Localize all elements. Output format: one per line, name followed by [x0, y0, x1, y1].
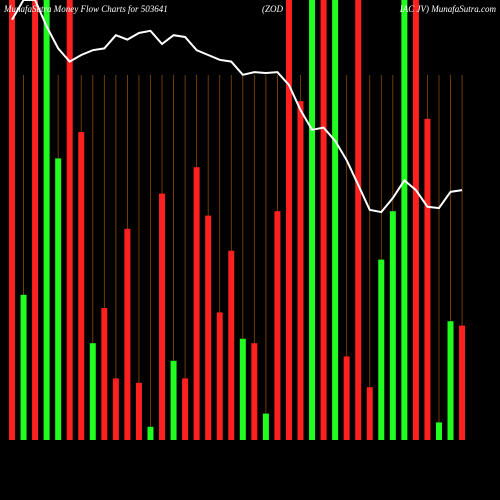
bar: [147, 426, 154, 440]
bar: [89, 343, 96, 440]
bar: [228, 250, 235, 440]
bar: [182, 378, 189, 440]
bar: [274, 211, 281, 440]
bar: [378, 259, 385, 440]
bar: [112, 378, 119, 440]
bar: [193, 167, 200, 440]
bar: [239, 338, 246, 440]
chart-title: IAC JV) MunafaSutra.com: [399, 4, 497, 14]
bar: [285, 0, 292, 440]
bar: [332, 0, 339, 440]
plot: [9, 0, 466, 441]
chart-title: (ZOD: [262, 4, 284, 14]
bar: [170, 360, 177, 440]
bar: [135, 382, 142, 440]
money-flow-line: [11, 0, 463, 214]
bar: [101, 308, 108, 440]
bar: [343, 356, 350, 440]
bar: [251, 343, 258, 440]
bar: [32, 0, 39, 440]
bar: [355, 0, 362, 440]
bar: [78, 132, 85, 440]
bar: [447, 321, 454, 440]
bar: [159, 193, 166, 440]
bar: [309, 0, 316, 440]
bar: [262, 413, 269, 440]
bar: [412, 0, 419, 440]
bar: [216, 312, 223, 440]
bar: [66, 0, 73, 440]
bar: [297, 101, 304, 440]
bar: [366, 387, 373, 440]
bar: [9, 0, 15, 440]
bar: [435, 422, 442, 440]
bar: [55, 158, 62, 440]
bar: [205, 215, 212, 440]
bar: [389, 211, 396, 440]
bar: [459, 325, 466, 440]
bar: [320, 0, 327, 440]
chart-title: MunafaSutra Money Flow Charts for 503641: [3, 4, 168, 14]
bar: [401, 0, 408, 440]
bar: [43, 0, 50, 440]
bar: [124, 228, 131, 440]
bar: [20, 294, 27, 440]
bar: [424, 118, 431, 441]
